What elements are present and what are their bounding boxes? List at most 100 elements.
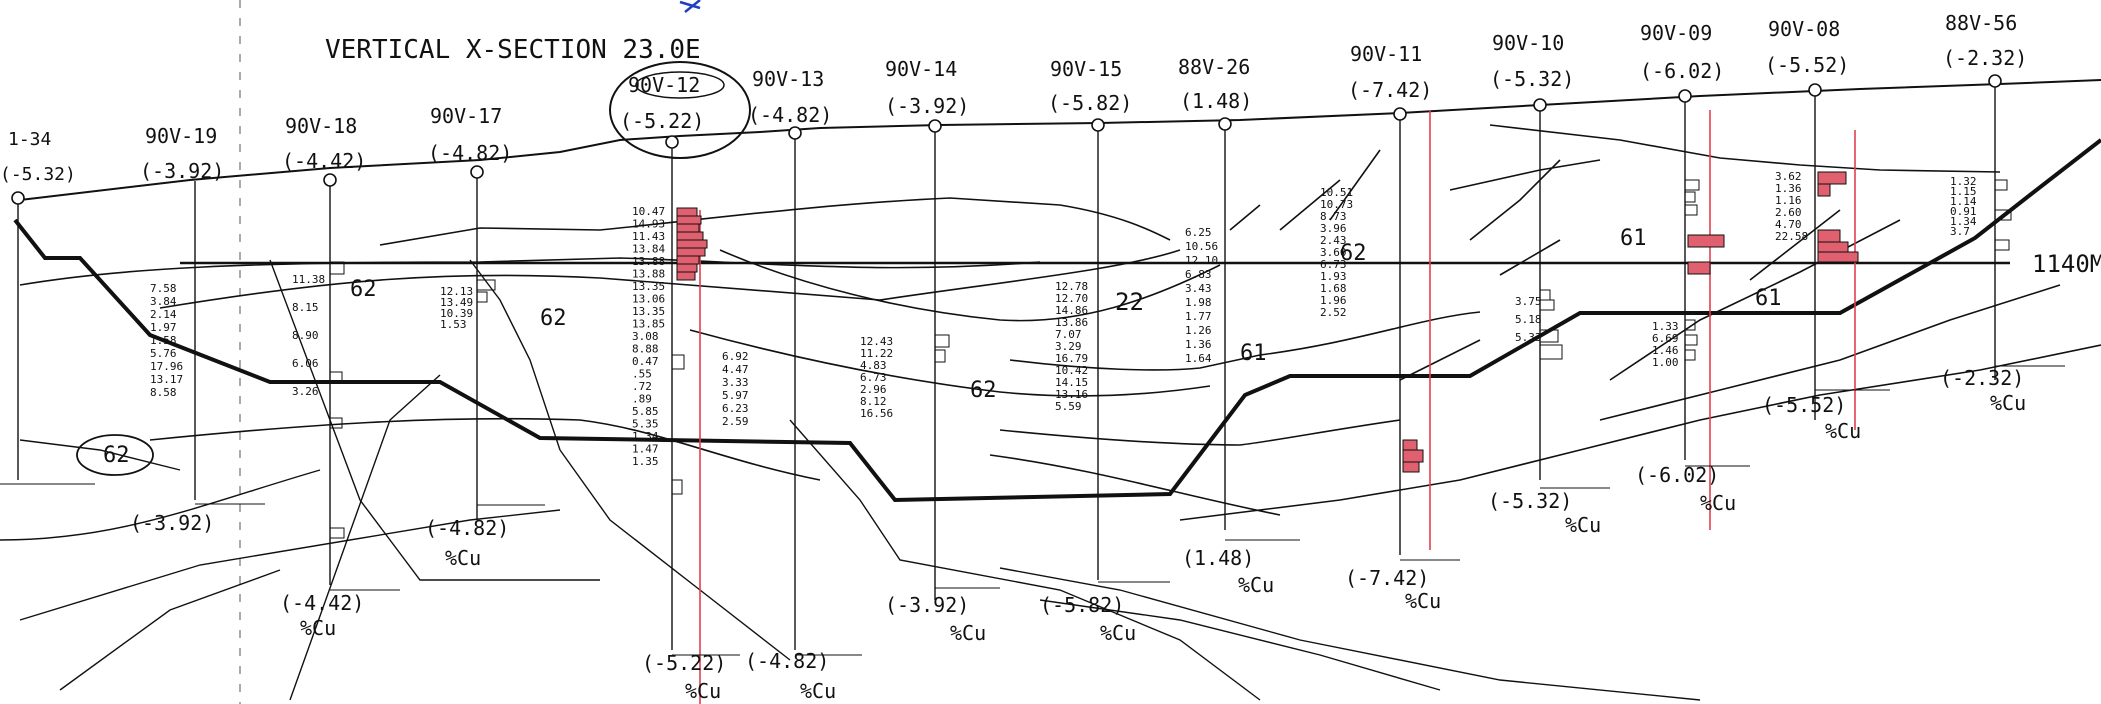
assay-value: 3.75	[1515, 295, 1542, 308]
red-guide-lines	[699, 110, 1856, 704]
assay-value: 13.88	[632, 268, 665, 281]
zone-label: 61	[1240, 341, 1267, 366]
assay-value: 5.97	[722, 389, 749, 402]
assay-value: 4.83	[860, 359, 887, 372]
level-label: 1140M	[2032, 250, 2101, 278]
assay-value: 12.70	[1055, 292, 1088, 305]
hole-id-90v-19: 90V-19	[145, 124, 217, 148]
unit-label-88v-56: %Cu	[1990, 391, 2026, 415]
assay-value: 2.52	[1320, 306, 1347, 319]
bottom-label-90v-09: (-6.02)	[1635, 463, 1719, 487]
bottom-label-90v-17: (-4.82)	[425, 516, 509, 540]
assay-value: 5.33	[1515, 331, 1542, 344]
assay-value: 13.86	[1055, 316, 1088, 329]
hole-id-90v-11: 90V-11	[1350, 42, 1422, 66]
assay-value: 1.64	[1185, 352, 1212, 365]
bottom-label-90v-19: (-3.92)	[130, 511, 214, 535]
assay-value: 11.22	[860, 347, 893, 360]
hole-id-90v-09: 90V-09	[1640, 21, 1712, 45]
blue-mark	[679, 0, 701, 13]
lower-structure-lines	[0, 259, 1701, 701]
assay-value: 5.59	[1055, 400, 1082, 413]
assay-value: 13.84	[632, 243, 665, 256]
assay-value: 13.16	[1055, 388, 1088, 401]
assay-value: 1.15	[1950, 185, 1977, 198]
bottom-label-88v-56: (-2.32)	[1940, 366, 2024, 390]
assay-value: 10.56	[1185, 240, 1218, 253]
hole-collar-90v-09: (-6.02)	[1640, 59, 1724, 83]
assay-value: 6.25	[1185, 226, 1212, 239]
hole-id-90v-18: 90V-18	[285, 114, 357, 138]
zone-label: 62	[103, 443, 130, 468]
assay-value: 13.88	[632, 255, 665, 268]
pit-outline	[13, 138, 2101, 503]
hole-collar-90v-13: (-4.82)	[748, 103, 832, 127]
assay-value: 6.23	[722, 402, 749, 415]
assay-value: 2.96	[860, 383, 887, 396]
assay-value: 8.90	[292, 329, 319, 342]
unit-label-90v-12: %Cu	[685, 679, 721, 703]
assay-value: .72	[632, 380, 652, 393]
assay-value: 8.73	[1320, 210, 1347, 223]
bottom-label-90v-11: (-7.42)	[1345, 566, 1429, 590]
assay-value: 3.43	[1185, 282, 1212, 295]
unit-label-90v-14: %Cu	[950, 621, 986, 645]
assay-value: 13.49	[440, 296, 473, 309]
assay-value: 1.33	[1652, 320, 1679, 333]
zone-label: 62	[540, 306, 567, 331]
assay-value: 12.43	[860, 335, 893, 348]
assay-value: 13.85	[632, 318, 665, 331]
assay-value: 3.62	[1775, 170, 1802, 183]
collar-markers	[11, 74, 2002, 205]
assay-value: .89	[632, 393, 652, 406]
assay-bars-highlight	[676, 171, 1859, 473]
assay-value: 5.35	[632, 418, 659, 431]
assay-value: 3.26	[292, 385, 319, 398]
zone-circle	[76, 434, 154, 476]
assay-value: 0.47	[632, 355, 659, 368]
unit-label-90v-13: %Cu	[800, 679, 836, 703]
assay-value: 3.29	[1055, 340, 1082, 353]
bottom-label-90v-08: (-5.52)	[1762, 393, 1846, 417]
assay-value: 10.73	[1320, 198, 1353, 211]
hole-collar-90v-15: (-5.82)	[1048, 91, 1132, 115]
assay-value: 11.38	[292, 273, 325, 286]
assay-value: 1.97	[150, 321, 177, 334]
unit-label-90v-10: %Cu	[1565, 513, 1601, 537]
drill-holes	[17, 81, 1996, 650]
assay-value: 5.76	[150, 347, 177, 360]
assay-value: 3.60	[1320, 246, 1347, 259]
assay-value: 0.91	[1950, 205, 1977, 218]
assay-value: 16.79	[1055, 352, 1088, 365]
assay-value: .55	[632, 368, 652, 381]
hole-id-90v-17: 90V-17	[430, 104, 502, 128]
assay-value: 1.98	[1185, 296, 1212, 309]
assay-value: 1.32	[1950, 175, 1977, 188]
assay-value: 13.35	[632, 280, 665, 293]
assay-value: 7.58	[150, 282, 177, 295]
assay-value: 1.14	[1950, 195, 1977, 208]
hole-id-90v-12: 90V-12	[628, 73, 700, 97]
bottom-label-90v-13: (-4.82)	[745, 649, 829, 673]
unit-label-88v-26: %Cu	[1238, 573, 1274, 597]
assay-value: 7.07	[1055, 328, 1082, 341]
assay-value: 12.78	[1055, 280, 1088, 293]
assay-value: 1.96	[1320, 294, 1347, 307]
hole-highlight-circle	[609, 61, 751, 159]
assay-value: 12.10	[1185, 254, 1218, 267]
hole-collar-90v-12: (-5.22)	[620, 109, 704, 133]
zone-label: 61	[1755, 286, 1782, 311]
assay-value: 6.06	[292, 357, 319, 370]
assay-value: 10.39	[440, 307, 473, 320]
assay-value: 6.73	[1320, 258, 1347, 271]
assay-value: 3.08	[632, 330, 659, 343]
unit-label-90v-08: %Cu	[1825, 419, 1861, 443]
assay-value: 6.73	[860, 371, 887, 384]
hole-id-90v-14: 90V-14	[885, 57, 957, 81]
grade-scales	[0, 365, 2065, 656]
bottom-label-90v-10: (-5.32)	[1488, 489, 1572, 513]
bottom-label-90v-14: (-3.92)	[885, 593, 969, 617]
assay-value: 11.43	[632, 230, 665, 243]
assay-value: 1.77	[1185, 310, 1212, 323]
